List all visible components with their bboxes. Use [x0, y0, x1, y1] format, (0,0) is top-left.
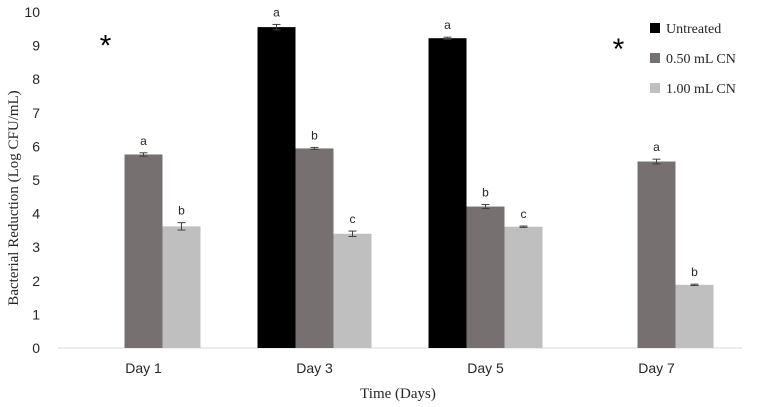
- x-tick-label: Day 7: [638, 360, 675, 376]
- legend-label: Untreated: [666, 22, 721, 37]
- bar: [124, 154, 163, 348]
- legend: Untreated 0.50 mL CN 1.00 mL CN: [650, 22, 736, 97]
- significance-label: a: [273, 5, 280, 19]
- significance-label: c: [521, 207, 527, 221]
- y-axis-title: Bacterial Reduction (Log CFU/mL): [6, 90, 22, 305]
- significance-labels: a a a b b a b c c b: [140, 5, 698, 279]
- legend-swatch: [650, 53, 660, 63]
- y-tick-label: 2: [32, 273, 40, 289]
- legend-label: 1.00 mL CN: [666, 82, 736, 97]
- y-tick-label: 3: [32, 239, 40, 255]
- annotations-group: * *: [100, 30, 625, 66]
- x-axis-title: Time (Days): [360, 386, 436, 402]
- bar: [504, 226, 543, 348]
- bar: [675, 284, 714, 348]
- significance-label: b: [178, 204, 185, 218]
- y-axis-ticks: 0 1 2 3 4 5 6 7 8 9 10: [24, 4, 40, 356]
- x-axis-ticks: Day 1 Day 3 Day 5 Day 7: [125, 360, 675, 376]
- bar: [295, 148, 334, 348]
- x-tick-label: Day 3: [296, 360, 333, 376]
- asterisk-annotation: *: [613, 33, 625, 66]
- bar: [333, 233, 372, 348]
- asterisk-annotation: *: [100, 30, 112, 63]
- significance-label: a: [653, 140, 660, 154]
- legend-swatch: [650, 23, 660, 33]
- x-tick-label: Day 1: [125, 360, 162, 376]
- y-tick-label: 0: [32, 340, 40, 356]
- legend-swatch: [650, 83, 660, 93]
- legend-label: 0.50 mL CN: [666, 52, 736, 67]
- significance-label: b: [482, 186, 489, 200]
- y-tick-label: 1: [32, 306, 40, 322]
- y-tick-label: 4: [32, 206, 40, 222]
- error-bars-group: [139, 23, 699, 287]
- significance-label: a: [444, 18, 451, 32]
- y-tick-label: 9: [32, 38, 40, 54]
- y-tick-label: 8: [32, 71, 40, 87]
- bar: [637, 161, 676, 348]
- bars-group: [124, 27, 714, 349]
- bar: [428, 38, 467, 348]
- significance-label: b: [691, 265, 698, 279]
- y-tick-label: 6: [32, 138, 40, 154]
- y-tick-label: 5: [32, 172, 40, 188]
- bar: [257, 27, 296, 349]
- x-tick-label: Day 5: [467, 360, 504, 376]
- significance-label: c: [350, 212, 356, 226]
- significance-label: b: [311, 128, 318, 142]
- y-tick-label: 7: [32, 105, 40, 121]
- bar: [466, 206, 505, 348]
- y-tick-label: 10: [24, 4, 40, 20]
- significance-label: a: [140, 134, 147, 148]
- bar: [162, 226, 201, 348]
